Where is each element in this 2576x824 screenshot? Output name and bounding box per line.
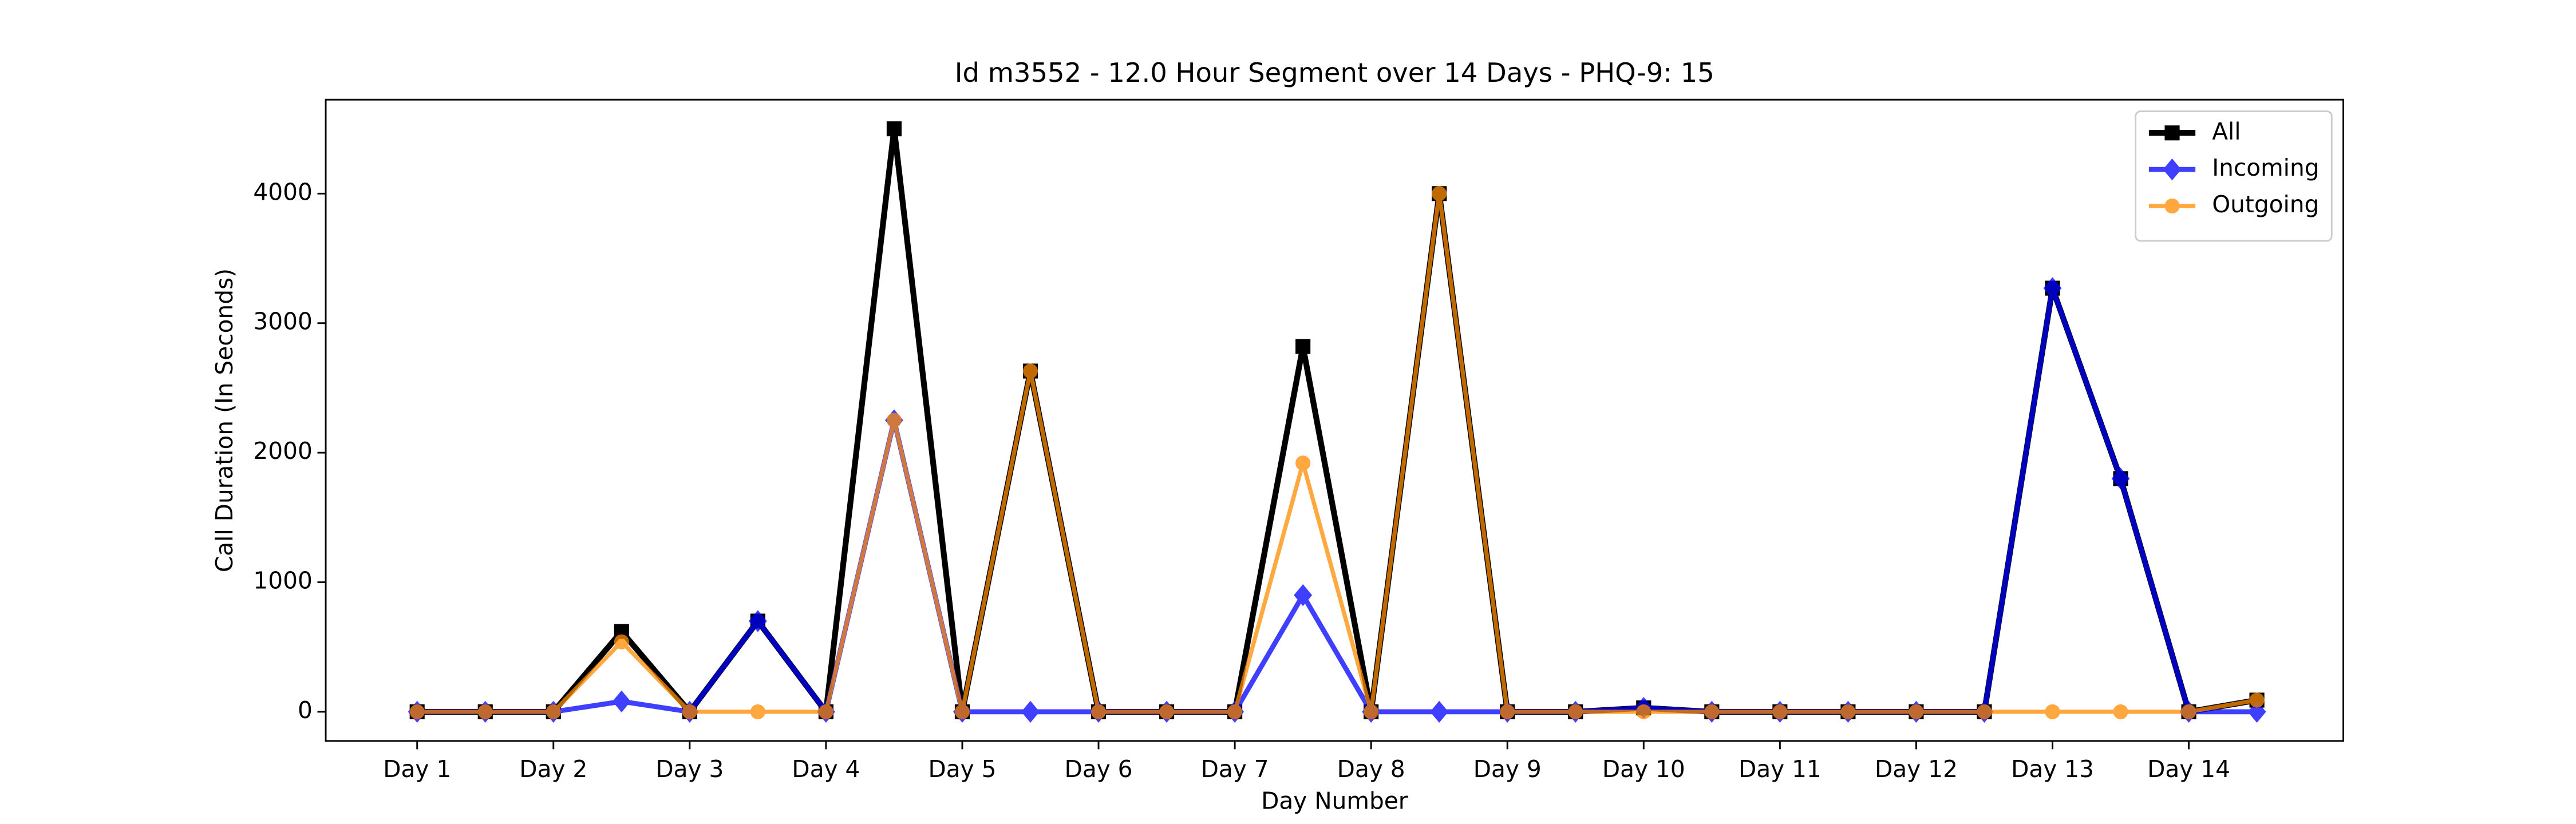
marker	[1091, 704, 1107, 719]
x-tick-label: Day 4	[792, 755, 860, 783]
x-tick-label: Day 5	[928, 755, 996, 783]
marker	[750, 704, 765, 719]
x-tick-label: Day 13	[2011, 755, 2094, 783]
marker	[614, 634, 629, 649]
x-tick-label: Day 6	[1065, 755, 1133, 783]
marker	[1159, 704, 1175, 719]
marker	[612, 690, 631, 712]
series-line	[417, 286, 2257, 715]
series	[409, 121, 2265, 719]
marker	[1840, 704, 1856, 719]
marker	[748, 610, 767, 632]
marker	[1294, 584, 1313, 607]
legend-box	[2135, 110, 2333, 242]
marker	[2111, 468, 2130, 490]
y-tick-label: 4000	[253, 178, 312, 205]
marker	[1021, 700, 1040, 723]
marker	[1704, 704, 1720, 719]
marker	[1295, 339, 1311, 354]
plot-frame	[325, 98, 2344, 742]
marker	[546, 704, 561, 719]
marker	[1977, 704, 1992, 719]
x-tick-label: Day 1	[383, 755, 451, 783]
x-tick-label: Day 8	[1337, 755, 1405, 783]
marker	[1568, 704, 1583, 719]
marker	[1500, 704, 1515, 719]
x-tick-label: Day 12	[1875, 755, 1958, 783]
chart-title: Id m3552 - 12.0 Hour Segment over 14 Day…	[955, 57, 1714, 88]
marker	[2247, 700, 2266, 723]
legend-entry	[2148, 198, 2196, 214]
legend-entry	[2148, 158, 2196, 181]
marker	[1227, 704, 1243, 719]
marker	[1432, 186, 1447, 201]
marker	[886, 121, 902, 137]
legend-entry	[2148, 125, 2196, 141]
marker	[2163, 158, 2182, 181]
x-tick-label: Day 9	[1473, 755, 1542, 783]
x-tick-label: Day 10	[1602, 755, 1685, 783]
series	[409, 186, 2265, 719]
series-line	[417, 191, 2258, 714]
marker	[1364, 704, 1379, 719]
marker	[954, 704, 970, 719]
marker	[2249, 692, 2265, 708]
series-line	[417, 126, 2258, 715]
x-tick-label: Day 14	[2147, 755, 2230, 783]
legend-label: Incoming	[2212, 154, 2319, 181]
marker	[682, 704, 697, 719]
marker	[2164, 125, 2180, 141]
marker	[1430, 700, 1449, 723]
legend-label: All	[2212, 117, 2241, 145]
y-axis-label: Call Duration (In Seconds)	[211, 268, 238, 572]
marker	[1909, 704, 1924, 719]
marker	[1636, 704, 1652, 719]
series	[408, 277, 2266, 723]
y-tick-label: 3000	[253, 308, 312, 335]
marker	[409, 704, 425, 719]
marker	[2181, 704, 2196, 719]
legend-label: Outgoing	[2212, 191, 2319, 218]
y-tick-label: 0	[298, 696, 313, 724]
marker	[1022, 363, 1038, 379]
y-tick-label: 2000	[253, 437, 312, 465]
marker	[2113, 704, 2128, 719]
marker	[1772, 704, 1788, 719]
x-axis-label: Day Number	[1261, 787, 1408, 814]
marker	[2164, 198, 2180, 214]
marker	[886, 413, 902, 428]
marker	[1295, 455, 1311, 471]
marker	[818, 704, 833, 719]
marker	[2043, 277, 2062, 299]
y-tick-label: 1000	[253, 567, 312, 595]
x-tick-label: Day 7	[1201, 755, 1269, 783]
x-tick-label: Day 11	[1739, 755, 1822, 783]
x-tick-label: Day 2	[519, 755, 587, 783]
marker	[2045, 704, 2060, 719]
x-tick-label: Day 3	[655, 755, 724, 783]
marker	[477, 704, 493, 719]
